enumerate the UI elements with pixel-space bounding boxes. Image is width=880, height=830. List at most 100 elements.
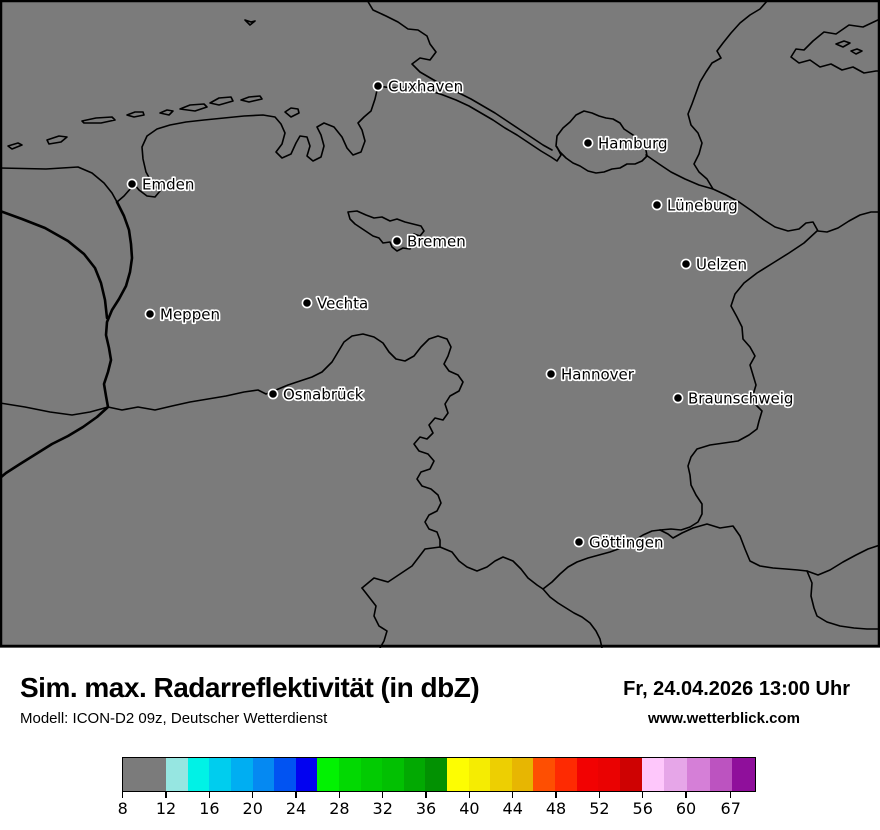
island (209, 96, 234, 106)
elbe-river-southeast (645, 154, 880, 233)
city-marker (672, 392, 684, 404)
colorbar-segment (709, 758, 733, 791)
island (46, 135, 68, 145)
colorbar-tick-label: 48 (545, 799, 567, 818)
colorbar-segment (619, 758, 642, 791)
city-label: Cuxhaven (388, 78, 463, 96)
city-label: Bremen (407, 233, 466, 251)
border-sh-mv (687, 0, 769, 190)
colorbar-segment (123, 758, 167, 791)
city-marker (126, 178, 138, 190)
colorbar-segment (187, 758, 210, 791)
colorbar-tick (468, 792, 471, 798)
colorbar-tick (642, 792, 644, 798)
reflectivity-colorbar: 8 12 16 20 24 28 32 36 40 44 48 52 56 60 67 (118, 757, 756, 818)
map-svg: Cuxhaven Hamburg Emden Lüneburg Bremen Uelzen… (0, 0, 880, 648)
colorbar-tick-label: 60 (675, 799, 697, 818)
colorbar-segment (425, 758, 448, 791)
city-label: Emden (142, 176, 194, 194)
city-label: Lüneburg (667, 197, 738, 215)
border-west-feeder (0, 402, 109, 416)
island (240, 95, 263, 103)
colorbar-tick (685, 792, 687, 798)
timestamp: Fr, 24.04.2026 13:00 Uhr (623, 678, 850, 700)
colorbar-segment (382, 758, 404, 791)
city-marker (144, 308, 156, 320)
colorbar-segment (732, 758, 756, 791)
colorbar-tick (165, 792, 167, 798)
colorbar-cells (122, 757, 756, 792)
city-marker (267, 388, 279, 400)
baltic-islet (850, 48, 863, 55)
city-marker (582, 137, 594, 149)
border-goettingen-ne (542, 529, 661, 590)
border-southeast-branch (806, 570, 880, 630)
city-marker (680, 258, 692, 270)
island (7, 142, 23, 150)
map-canvas: Cuxhaven Hamburg Emden Lüneburg Bremen Uelzen… (0, 0, 880, 648)
colorbar-tick-label: 16 (199, 799, 220, 818)
colorbar-segment (664, 758, 687, 791)
colorbar-tick (295, 792, 297, 798)
colorbar-tick (425, 792, 427, 798)
colorbar-tick-label: 44 (502, 799, 523, 818)
colorbar-segment (230, 758, 253, 791)
colorbar-tick (252, 792, 254, 798)
colorbar-tick (555, 792, 557, 798)
city-marker (545, 368, 557, 380)
colorbar-segment (490, 758, 512, 791)
map-frame (0, 0, 880, 648)
colorbar-segment (686, 758, 710, 791)
colorbar-segment (641, 758, 665, 791)
colorbar-segment (274, 758, 296, 791)
boundary-bremen (347, 210, 425, 252)
border-netherlands-north (0, 209, 109, 320)
island (159, 109, 174, 116)
colorbar-segment (598, 758, 620, 791)
colorbar-tick-label: 28 (329, 799, 350, 818)
elbe-north-bank (366, 0, 553, 151)
colorbar-tick-label: 12 (155, 799, 177, 818)
colorbar-tick (730, 792, 732, 798)
colorbar-segment (317, 758, 339, 791)
island (284, 107, 300, 118)
border-weser-branch (361, 587, 388, 648)
colorbar-tick-label: 8 (117, 799, 128, 818)
colorbar-tick (208, 792, 211, 798)
colorbar-segment (576, 758, 599, 791)
colorbar-segment (360, 758, 383, 791)
elbe-south-bank (377, 85, 562, 162)
colorbar-tick-label: 40 (459, 799, 480, 818)
colorbar-segment (533, 758, 556, 791)
island (179, 103, 208, 112)
border-sachsen-anhalt (659, 230, 818, 531)
island (126, 111, 145, 118)
colorbar-tick-label: 32 (372, 799, 393, 818)
city-layer: Cuxhaven Hamburg Emden Lüneburg Bremen Uelzen… (126, 76, 795, 553)
colorbar-segment (468, 758, 491, 791)
boundary-hamburg (555, 110, 648, 174)
city-label: Uelzen (696, 256, 747, 274)
colorbar-segment (166, 758, 188, 791)
colorbar-segment (209, 758, 231, 791)
colorbar-tick (122, 792, 124, 798)
border-goettingen-south (542, 588, 603, 648)
map-borders (0, 0, 880, 648)
island (244, 19, 256, 26)
city-label: Osnabrück (283, 386, 364, 404)
colorbar-segment (555, 758, 577, 791)
city-label: Hannover (561, 366, 635, 384)
city-label: Hamburg (598, 135, 668, 153)
border-netherlands (0, 200, 134, 480)
colorbar-tick-label: 20 (242, 799, 263, 818)
city-marker (651, 199, 663, 211)
border-southeast (659, 523, 880, 576)
city-label: Göttingen (589, 534, 664, 552)
colorbar-tick-label: 56 (632, 799, 653, 818)
map-title: Sim. max. Radarreflektivität (in dbZ) (20, 672, 480, 703)
colorbar-tick (382, 792, 384, 798)
city-label: Braunschweig (688, 390, 793, 408)
baltic-islet (835, 40, 851, 48)
colorbar-segment (252, 758, 275, 791)
